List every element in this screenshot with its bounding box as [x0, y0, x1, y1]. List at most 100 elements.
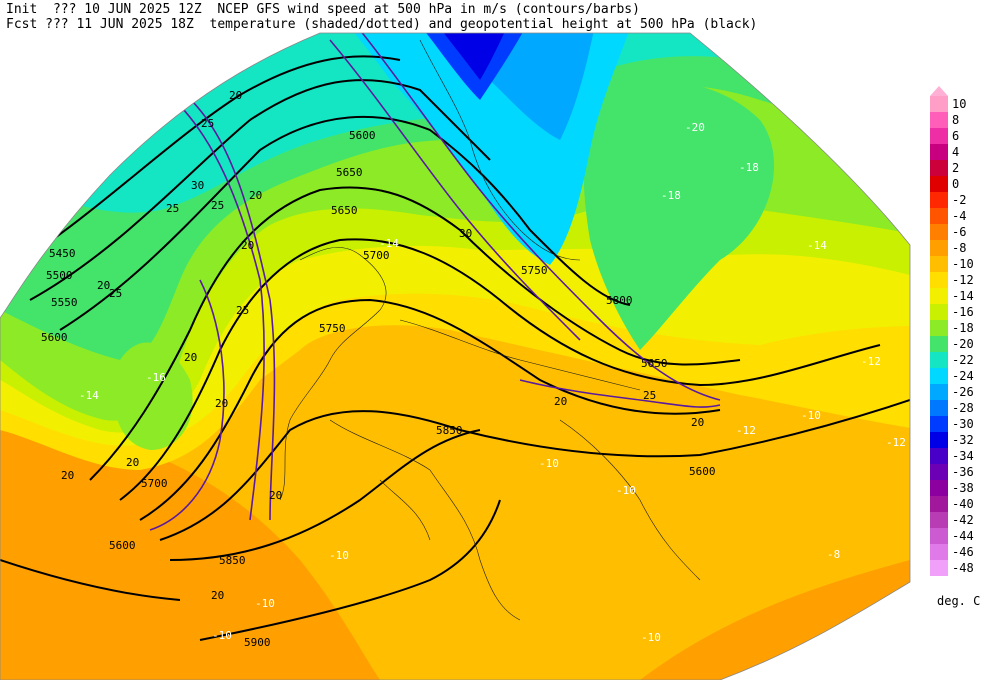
chart-header: Init ??? 10 JUN 2025 12Z NCEP GFS wind s… [6, 2, 757, 32]
height-label: 5700 [363, 249, 390, 262]
legend-swatch [930, 208, 948, 224]
legend-label: -26 [952, 385, 974, 399]
wind-label: 30 [459, 227, 473, 240]
legend-entry: 8 [930, 112, 996, 128]
legend-label: -4 [952, 209, 967, 223]
legend-label: -34 [952, 449, 974, 463]
wind-label: 30 [191, 179, 205, 192]
legend-label: 2 [952, 161, 960, 175]
legend-label: -18 [952, 321, 974, 335]
wind-contour-30 [359, 33, 721, 401]
height-label: 5650 [331, 204, 358, 217]
wind-label: 25 [109, 287, 123, 300]
wind-label: 25 [643, 389, 657, 402]
wind-label: 25 [236, 304, 250, 317]
coastline-south [329, 419, 521, 621]
temp-label: -20 [685, 121, 705, 134]
legend-entry: -26 [930, 384, 996, 400]
header-line-init: Init ??? 10 JUN 2025 12Z NCEP GFS wind s… [6, 2, 640, 17]
legend-swatch [930, 528, 948, 544]
legend-entry: 0 [930, 176, 996, 192]
wind-label: 25 [211, 199, 225, 212]
height-label: 5900 [244, 636, 271, 649]
legend-swatch [930, 144, 948, 160]
legend-entry: -16 [930, 304, 996, 320]
height-label: 5550 [51, 296, 78, 309]
legend-swatch [930, 368, 948, 384]
height-label: 5500 [46, 269, 73, 282]
wind-contour-25 [149, 79, 265, 521]
legend-entry: -12 [930, 272, 996, 288]
legend-entry: -34 [930, 448, 996, 464]
height-label: 5700 [141, 477, 168, 490]
legend-label: -48 [952, 561, 974, 575]
legend-label: -14 [952, 289, 974, 303]
legend-entry: -30 [930, 416, 996, 432]
temp-label: -14 [807, 239, 827, 252]
legend-label: 10 [952, 97, 967, 111]
legend-entry: -10 [930, 256, 996, 272]
temp-label: -22 [241, 45, 261, 58]
height-label: 5750 [319, 322, 346, 335]
coastline-west [279, 247, 387, 501]
legend-entry: -2 [930, 192, 996, 208]
legend-swatch [930, 304, 948, 320]
legend-label: -2 [952, 193, 967, 207]
wind-contour-20 [179, 89, 276, 521]
height-contour-5800 [159, 399, 910, 541]
legend-label: 6 [952, 129, 960, 143]
legend-label: -6 [952, 225, 967, 239]
legend-units: deg. C [937, 594, 981, 608]
temp-label: -14 [79, 389, 99, 402]
legend-entry: -20 [930, 336, 996, 352]
height-label: 5600 [109, 539, 136, 552]
legend-label: -28 [952, 401, 974, 415]
temp-label: -18 [739, 161, 759, 174]
height-contour-5800-west [0, 559, 181, 601]
legend-entry: -28 [930, 400, 996, 416]
coastline-north [419, 39, 581, 261]
legend-entry: -36 [930, 464, 996, 480]
legend-swatch [930, 128, 948, 144]
temp-pocket-green-ne [583, 80, 775, 350]
legend-swatch [930, 560, 948, 576]
height-contour-5700 [119, 238, 881, 501]
legend-entry: 4 [930, 144, 996, 160]
legend-entry: -42 [930, 512, 996, 528]
temp-band-32 [420, 33, 520, 80]
legend-swatch [930, 432, 948, 448]
legend-entry: -22 [930, 352, 996, 368]
legend-arrow-icon [930, 86, 948, 96]
legend-entry: 10 [930, 96, 996, 112]
legend-swatch [930, 480, 948, 496]
temp-label: -10 [641, 631, 661, 644]
wind-label: 20 [249, 189, 263, 202]
height-label: 5650 [641, 357, 668, 370]
wind-label: 20 [691, 416, 705, 429]
legend-swatch [930, 192, 948, 208]
legend-label: -42 [952, 513, 974, 527]
wind-contour-20-east [519, 379, 721, 408]
height-contour-5450 [19, 55, 401, 263]
height-label: 5600 [349, 129, 376, 142]
legend-entry: -8 [930, 240, 996, 256]
legend-swatch [930, 176, 948, 192]
legend-swatch [930, 512, 948, 528]
temp-label: -14 [379, 237, 399, 250]
map-frame [0, 32, 911, 680]
temp-label: -10 [616, 484, 636, 497]
legend-label: -40 [952, 497, 974, 511]
border-line [399, 319, 641, 391]
temp-label: -16 [146, 371, 166, 384]
wind-label: 20 [269, 489, 283, 502]
legend-swatch [930, 384, 948, 400]
legend-swatch [930, 544, 948, 560]
legend-entry: -24 [930, 368, 996, 384]
wind-contour-25-jet [329, 39, 581, 341]
temp-label: -8 [827, 548, 841, 561]
header-line-fcst: Fcst ??? 11 JUN 2025 18Z temperature (sh… [6, 17, 758, 32]
legend-swatch [930, 400, 948, 416]
temp-label: -12 [736, 424, 756, 437]
temp-label: -12 [861, 355, 881, 368]
